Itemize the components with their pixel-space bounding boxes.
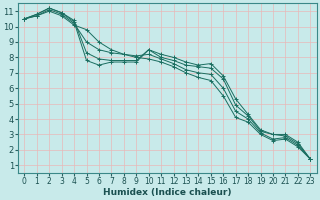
- X-axis label: Humidex (Indice chaleur): Humidex (Indice chaleur): [103, 188, 232, 197]
